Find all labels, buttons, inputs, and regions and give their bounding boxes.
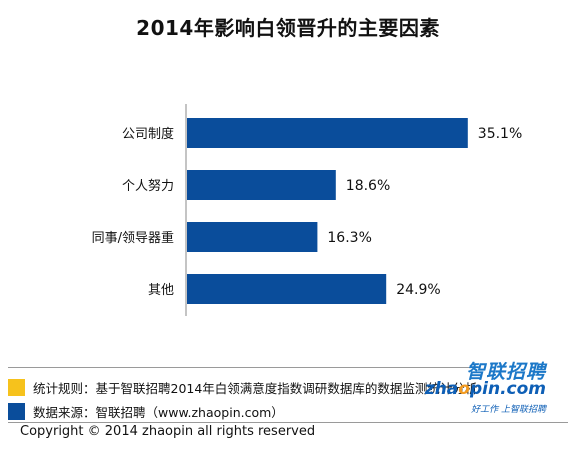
- footer-rule-row: 统计规则：基于智联招聘2014年白领满意度指数调研数据库的数据监测统计分析: [8, 378, 477, 397]
- bar: [187, 222, 318, 252]
- rule-swatch: [8, 379, 25, 396]
- footer-divider: [8, 367, 470, 368]
- value-label: 18.6%: [346, 178, 390, 194]
- chart-title: 2014年影响白领晋升的主要因素: [136, 16, 440, 40]
- category-label: 公司制度: [122, 126, 174, 142]
- copyright-text: Copyright © 2014 zhaopin all rights rese…: [20, 424, 316, 439]
- logo-en-b: pin.com: [469, 379, 546, 399]
- value-label: 16.3%: [327, 230, 371, 246]
- category-label: 个人努力: [122, 179, 174, 194]
- value-label: 24.9%: [396, 282, 440, 298]
- category-label: 同事/领导器重: [92, 230, 174, 246]
- copyright-divider: [8, 422, 568, 423]
- category-label: 其他: [148, 283, 174, 298]
- value-label: 35.1%: [478, 126, 522, 142]
- logo-slogan: 好工作 上智联招聘: [471, 405, 546, 415]
- bar: [187, 118, 468, 148]
- logo-en-a: zha: [424, 379, 459, 399]
- logo-en: zhaopin.com: [425, 379, 546, 399]
- rule-text: 统计规则：基于智联招聘2014年白领满意度指数调研数据库的数据监测统计分析: [33, 381, 478, 396]
- logo-en-o: o: [458, 379, 470, 399]
- source-text: 数据来源：智联招聘（www.zhaopin.com）: [33, 405, 284, 420]
- zhaopin-logo: 智联招聘 zhaopin.com 好工作 上智联招聘: [425, 357, 546, 423]
- logo-cn: 智联招聘: [465, 361, 546, 383]
- source-swatch: [8, 403, 25, 420]
- bar-chart: 公司制度 35.1% 个人努力 18.6% 同事/领导器重 16.3% 其他 24.9%: [92, 104, 522, 316]
- bar: [187, 170, 336, 200]
- bar: [187, 274, 387, 304]
- footer-source-row: 数据来源：智联招聘（www.zhaopin.com）: [8, 402, 284, 421]
